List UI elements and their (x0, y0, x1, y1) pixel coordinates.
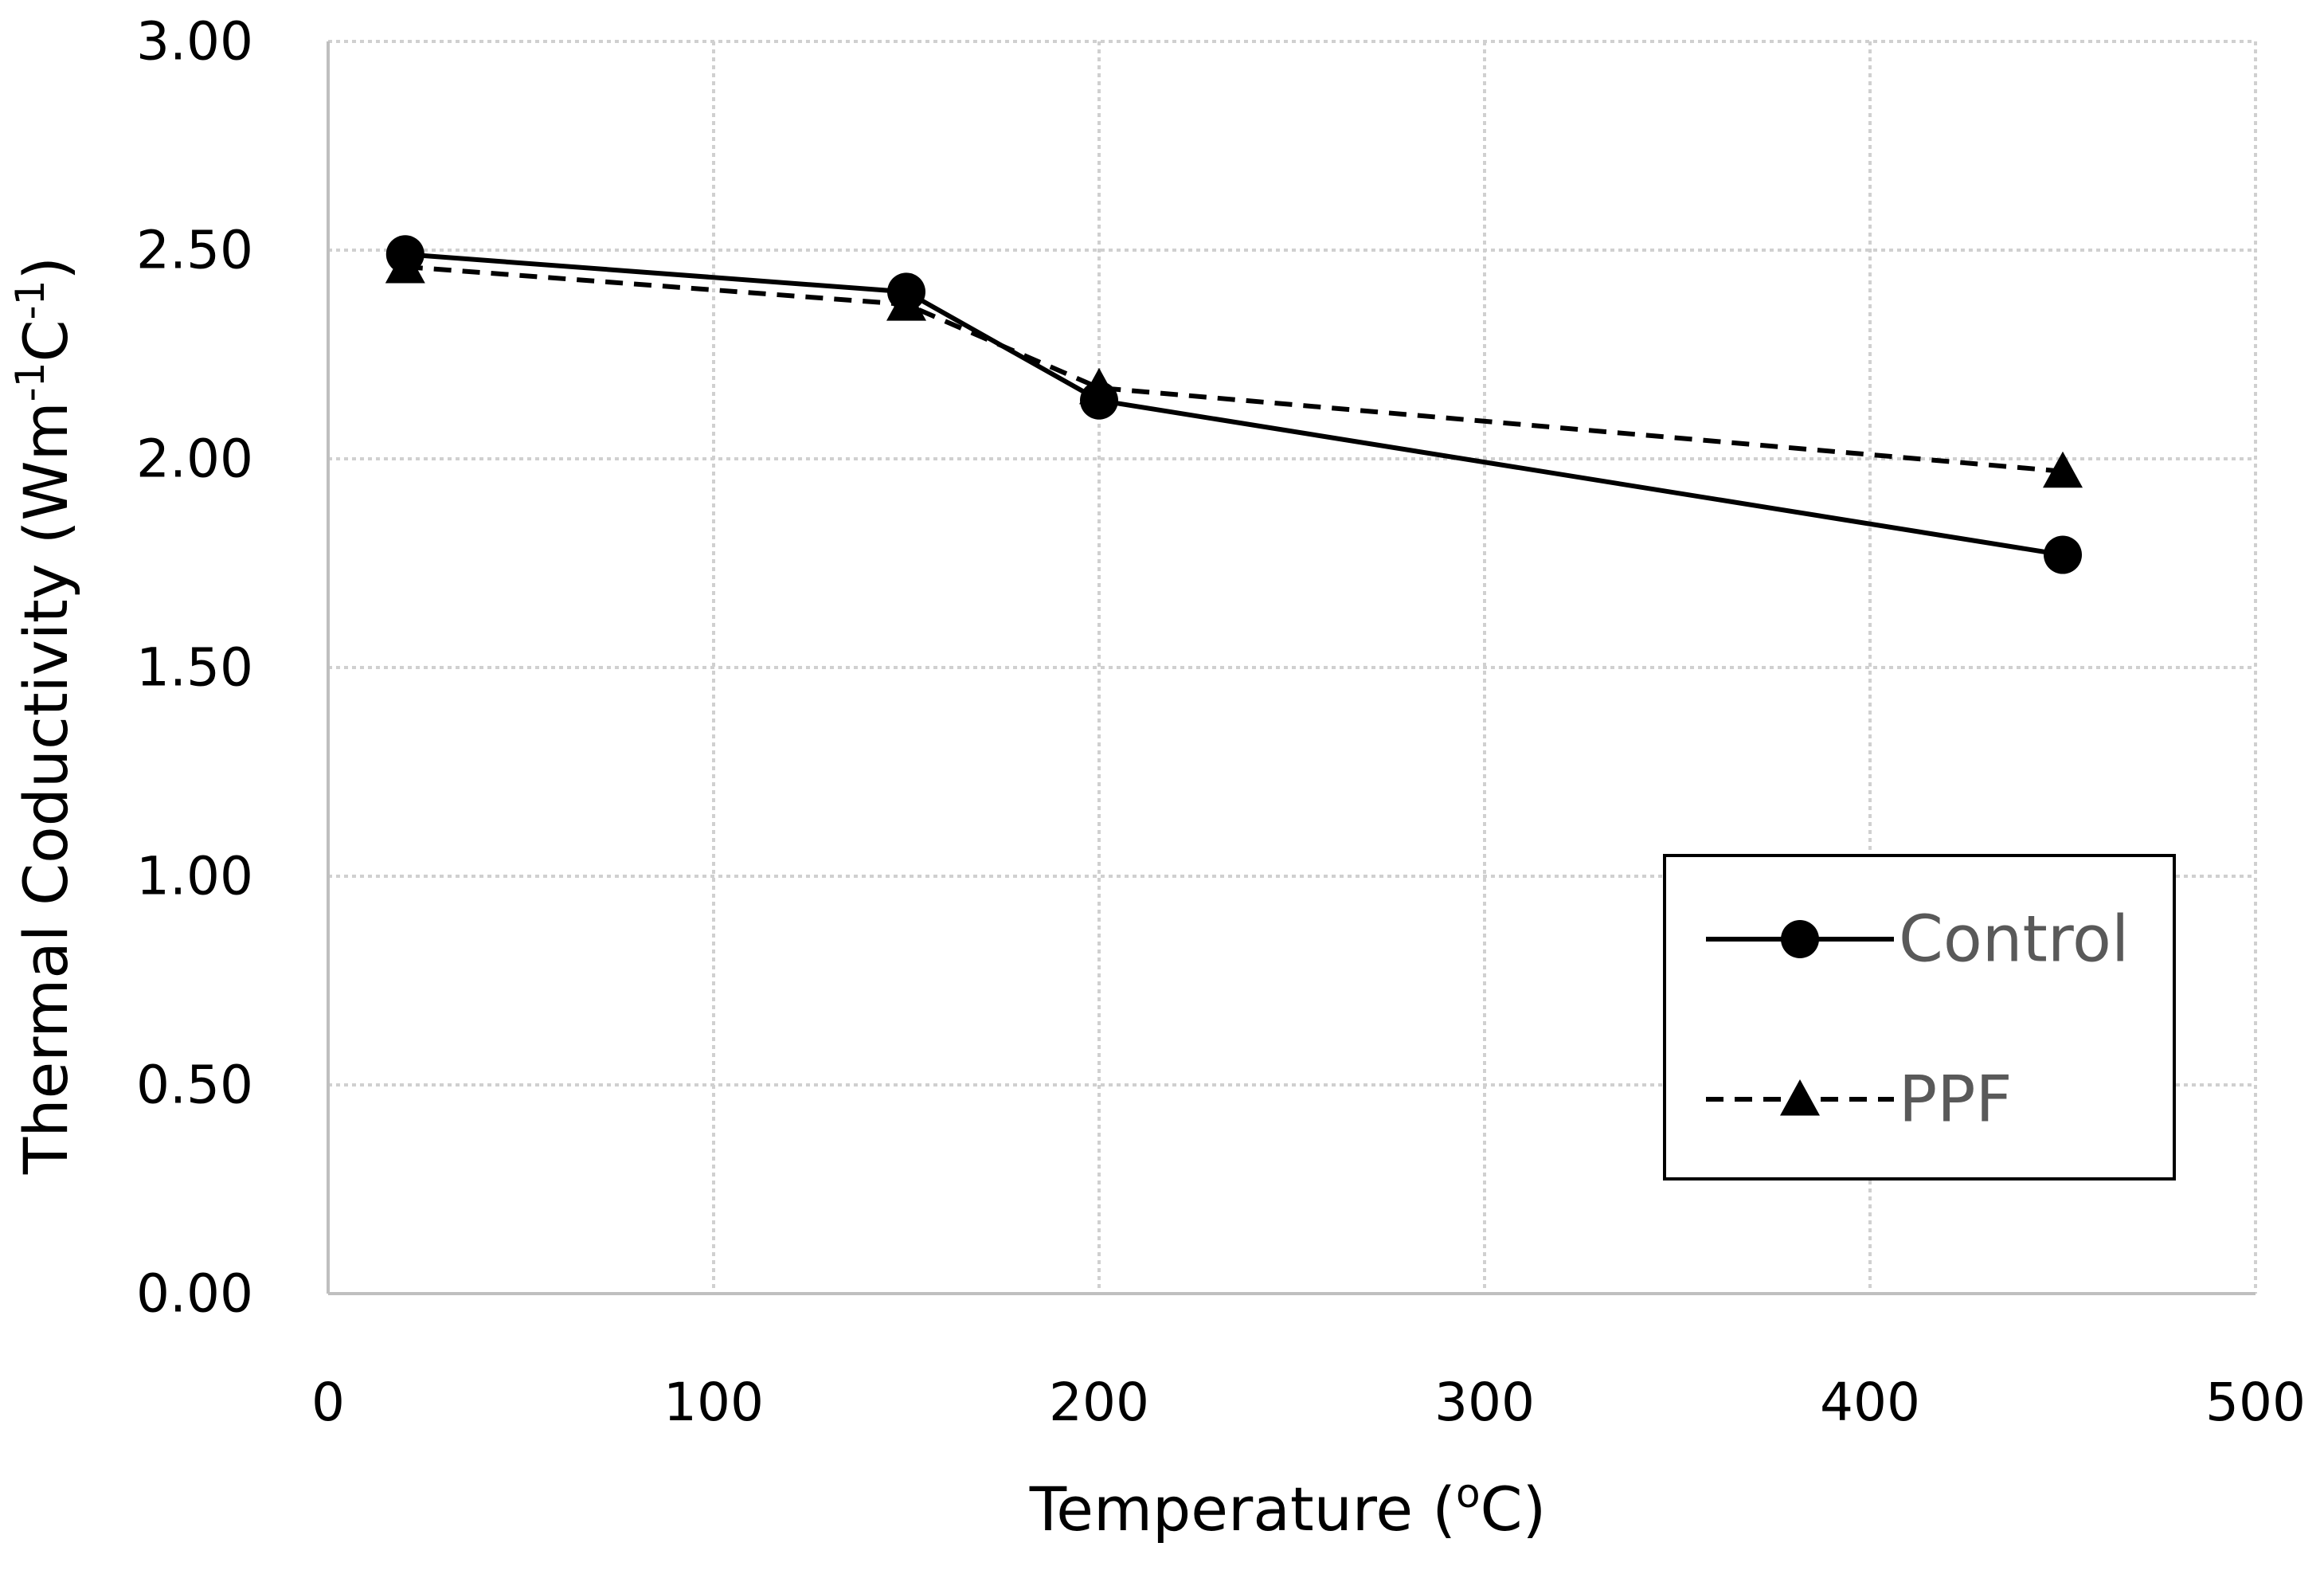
x-tick-label: 300 (1434, 1372, 1535, 1433)
y-tick-label: 0.00 (136, 1263, 253, 1325)
y-axis-title-text: ) (10, 256, 81, 280)
x-axis-title-superscript: o (1456, 1470, 1481, 1517)
data-point-control (2044, 535, 2082, 574)
x-tick-label: 0 (311, 1372, 345, 1433)
data-point-control (887, 272, 925, 311)
legend-box (1663, 854, 2176, 1180)
series-lines (385, 235, 2083, 574)
tick-labels: 0.00 0.50 1.00 1.50 2.00 2.50 3.00 0 100 200 300 40… (136, 11, 2306, 1434)
y-axis-title: Thermal Coductivity (Wm-1C-1) (7, 256, 81, 1175)
series-line-control (405, 252, 2064, 558)
x-axis-title-text: Temperature ( (1029, 1474, 1456, 1545)
legend-marker-control (1781, 920, 1819, 958)
x-tick-label: 200 (1049, 1372, 1149, 1433)
series-control (385, 235, 2082, 574)
y-tick-label: 3.00 (136, 11, 253, 72)
y-axis-title-superscript: -1 (7, 362, 53, 402)
y-axis-title-text: Thermal Coductivity (Wm (10, 401, 81, 1175)
x-tick-label: 100 (663, 1372, 764, 1433)
x-tick-label: 500 (2205, 1372, 2306, 1433)
gridlines (328, 40, 2257, 1294)
y-tick-label: 1.50 (136, 637, 253, 699)
data-point-control (1080, 381, 1118, 420)
legend-label-control: Control (1899, 903, 2129, 977)
y-tick-label: 2.50 (136, 220, 253, 281)
axes (327, 41, 2256, 1295)
data-point-control (385, 235, 425, 274)
legend-label-ppf: PPF (1899, 1063, 2013, 1137)
legend: Control PPF (1663, 854, 2176, 1180)
y-axis-title-text: C (10, 319, 81, 362)
data-point-ppf (2043, 451, 2083, 488)
legend-marker-ppf (1780, 1079, 1820, 1116)
y-tick-label: 1.00 (136, 846, 253, 907)
y-tick-label: 0.50 (136, 1055, 253, 1116)
x-axis-title: Temperature (oC) (1029, 1470, 1547, 1545)
x-axis-title-text: C) (1481, 1474, 1547, 1545)
axis-titles: Temperature (oC)Thermal Coductivity (Wm-… (7, 256, 1546, 1545)
x-tick-label: 400 (1820, 1372, 1920, 1433)
y-tick-label: 2.00 (136, 429, 253, 490)
y-axis-title-superscript: -1 (7, 280, 53, 320)
